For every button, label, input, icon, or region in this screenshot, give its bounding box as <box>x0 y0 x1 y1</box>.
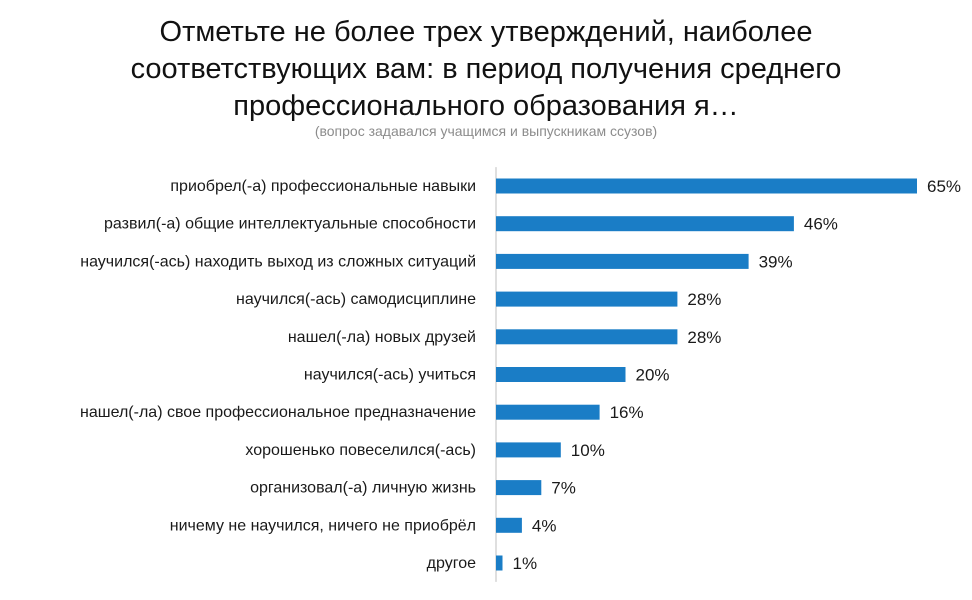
category-label: нашел(-ла) свое профессиональное предназ… <box>80 404 476 421</box>
bar <box>496 480 542 496</box>
category-label: научился(-ась) самодисциплине <box>236 291 476 308</box>
category-label: приобрел(-а) профессиональные навыки <box>170 178 476 195</box>
bar-value-label: 1% <box>513 554 538 573</box>
category-label: хорошенько повеселился(-ась) <box>245 442 476 459</box>
bar-value-label: 46% <box>804 215 838 234</box>
chart-title-line: соответствующих вам: в период получения … <box>130 53 842 85</box>
chart-title-line: профессионального образования я… <box>233 90 739 122</box>
bar <box>496 291 678 307</box>
bar <box>496 555 503 571</box>
chart-title-line: Отметьте не более трех утверждений, наиб… <box>159 16 813 48</box>
bar-value-label: 39% <box>759 252 793 271</box>
category-label: научился(-ась) находить выход из сложных… <box>80 253 476 270</box>
category-label: развил(-а) общие интеллектуальные способ… <box>104 216 476 233</box>
category-labels-group: приобрел(-а) профессиональные навыки разв… <box>80 178 476 572</box>
bar <box>496 367 626 382</box>
bars-group <box>496 178 917 571</box>
bar <box>496 216 794 232</box>
bar <box>496 517 522 533</box>
bar-value-label: 28% <box>687 328 721 347</box>
bar <box>496 442 561 458</box>
bar <box>496 253 749 269</box>
bar-value-label: 16% <box>610 403 644 422</box>
bar-value-label: 7% <box>551 479 576 498</box>
bar <box>496 404 600 420</box>
value-labels-group: 65% 46% 39% 28% 28% 20% 16% 10% 7% 4% 1% <box>513 177 962 573</box>
chart-subtitle: (вопрос задавался учащимся и выпускникам… <box>314 123 658 139</box>
category-label: научился(-ась) учиться <box>304 367 476 384</box>
bar-value-label: 20% <box>636 366 670 385</box>
category-label: нашел(-ла) новых друзей <box>288 329 476 346</box>
bar <box>496 178 917 194</box>
bar-value-label: 4% <box>532 516 557 535</box>
bar <box>496 329 678 345</box>
category-label: ничему не научился, ничего не приобрёл <box>170 517 476 534</box>
category-label: организовал(-а) личную жизнь <box>250 480 476 497</box>
bar-value-label: 65% <box>927 177 961 196</box>
category-label: другое <box>427 555 476 572</box>
bar-value-label: 10% <box>571 441 605 460</box>
bar-value-label: 28% <box>687 290 721 309</box>
chart-title: Отметьте не более трех утверждений, наиб… <box>120 14 852 125</box>
